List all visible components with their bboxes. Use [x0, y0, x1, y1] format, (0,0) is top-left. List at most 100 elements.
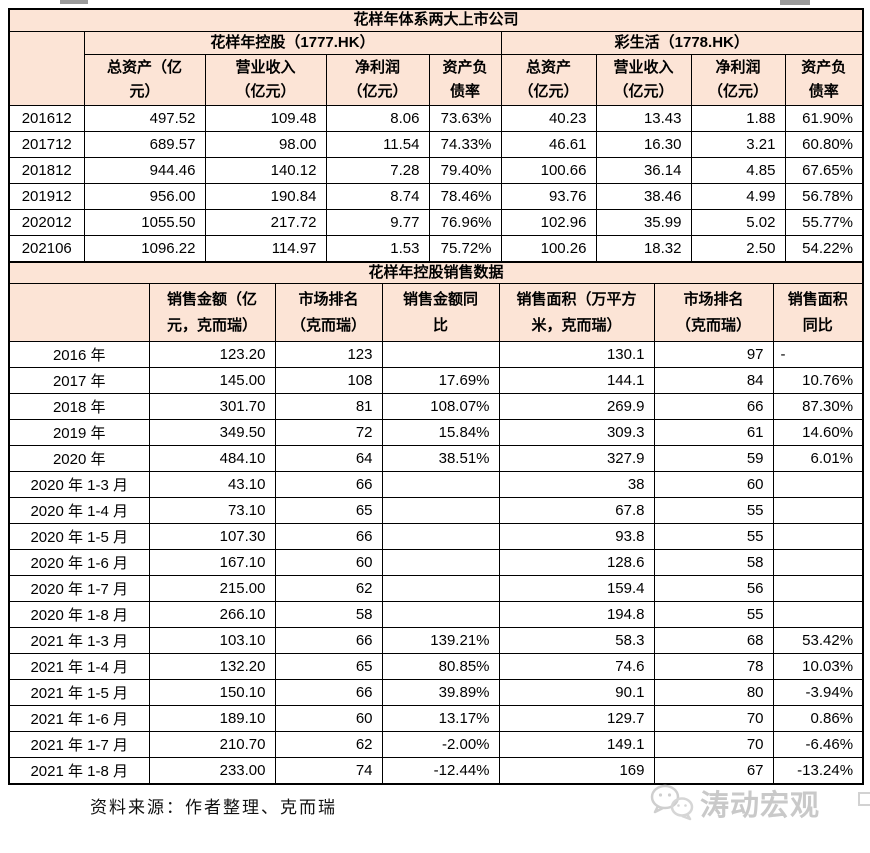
- value-cell: 144.1: [498, 367, 655, 394]
- table1-corner-cell: [8, 30, 85, 106]
- table-row: 2021 年 1-3 月 103.10 66 139.21% 58.3 68 53.42%: [8, 627, 864, 654]
- document-page: 花样年体系两大上市公司 花样年控股（1777.HK） 彩生活（1778.HK） …: [8, 8, 865, 818]
- value-cell: 210.70: [148, 731, 276, 758]
- value-cell: 60.80%: [784, 131, 864, 158]
- table1-company1-header: 花样年控股（1777.HK）: [83, 30, 502, 55]
- row-label-cell: 201712: [8, 131, 85, 158]
- table-row: 201712 689.57 98.00 11.54 74.33% 46.61 16.30 3.…: [8, 131, 864, 158]
- value-cell: 16.30: [595, 131, 692, 158]
- value-cell: 54.22%: [784, 235, 864, 262]
- table2-title: 花样年控股销售数据: [8, 261, 864, 284]
- value-cell: 60: [274, 549, 383, 576]
- value-cell: -13.24%: [772, 757, 864, 784]
- value-cell: 269.9: [498, 393, 655, 420]
- listed-companies-table: 花样年体系两大上市公司 花样年控股（1777.HK） 彩生活（1778.HK） …: [8, 8, 865, 263]
- table-row: 202106 1096.22 114.97 1.53 75.72% 100.26 18.32…: [8, 235, 864, 262]
- value-cell: 80.85%: [381, 653, 500, 680]
- row-label-cell: 2021 年 1-5 月: [8, 679, 150, 706]
- col-header-sales-amount-yoy: 销售金额同 比: [381, 283, 500, 342]
- value-cell: 38.46: [595, 183, 692, 210]
- value-cell: 13.17%: [381, 705, 500, 732]
- value-cell: 15.84%: [381, 419, 500, 446]
- value-cell: 55: [653, 523, 774, 550]
- value-cell: 66: [274, 679, 383, 706]
- col-header-revenue-1: 营业收入 （亿元）: [204, 54, 327, 106]
- table-row: 2020 年 1-3 月 43.10 66 38 60: [8, 471, 864, 498]
- value-cell: 108: [274, 367, 383, 394]
- value-cell: -12.44%: [381, 757, 500, 784]
- value-cell: 132.20: [148, 653, 276, 680]
- value-cell: [772, 497, 864, 524]
- value-cell: 11.54: [325, 131, 430, 158]
- value-cell: 956.00: [83, 183, 206, 210]
- table-row: 2016 年 123.20 123 130.1 97-: [8, 341, 864, 368]
- value-cell: 169: [498, 757, 655, 784]
- value-cell: 497.52: [83, 105, 206, 132]
- value-cell: -: [772, 341, 864, 368]
- value-cell: 215.00: [148, 575, 276, 602]
- value-cell: 233.00: [148, 757, 276, 784]
- row-label-cell: 2020 年 1-6 月: [8, 549, 150, 576]
- col-header-sales-amount: 销售金额（亿 元，克而瑞）: [148, 283, 276, 342]
- value-cell: 2.50: [690, 235, 786, 262]
- source-note: 资料来源：作者整理、克而瑞: [90, 797, 337, 817]
- value-cell: 62: [274, 731, 383, 758]
- table-row: 201812 944.46 140.12 7.28 79.40% 100.66 36.14 4…: [8, 157, 864, 184]
- table-row: 2019 年 349.50 72 15.84% 309.3 61 14.60%: [8, 419, 864, 446]
- value-cell: 6.01%: [772, 445, 864, 472]
- value-cell: 189.10: [148, 705, 276, 732]
- row-label-cell: 201812: [8, 157, 85, 184]
- value-cell: 75.72%: [428, 235, 502, 262]
- value-cell: 266.10: [148, 601, 276, 628]
- value-cell: 65: [274, 653, 383, 680]
- value-cell: 62: [274, 575, 383, 602]
- value-cell: 309.3: [498, 419, 655, 446]
- value-cell: 38.51%: [381, 445, 500, 472]
- table1-column-header-row: 总资产（亿 元） 营业收入 （亿元） 净利润 （亿元） 资产负 债率 总资产 （…: [9, 54, 864, 106]
- value-cell: [772, 549, 864, 576]
- row-label-cell: 2021 年 1-6 月: [8, 705, 150, 732]
- value-cell: 301.70: [148, 393, 276, 420]
- value-cell: 93.76: [500, 183, 597, 210]
- row-label-cell: 2020 年 1-8 月: [8, 601, 150, 628]
- value-cell: 73.63%: [428, 105, 502, 132]
- row-label-cell: 202106: [8, 235, 85, 262]
- value-cell: 1055.50: [83, 209, 206, 236]
- row-label-cell: 2018 年: [8, 393, 150, 420]
- value-cell: 0.86%: [772, 705, 864, 732]
- value-cell: 128.6: [498, 549, 655, 576]
- value-cell: 55.77%: [784, 209, 864, 236]
- top-edge-artifact-left: [60, 0, 88, 4]
- value-cell: 65: [274, 497, 383, 524]
- value-cell: 93.8: [498, 523, 655, 550]
- table1-title: 花样年体系两大上市公司: [8, 8, 864, 32]
- value-cell: 217.72: [204, 209, 327, 236]
- value-cell: 56: [653, 575, 774, 602]
- col-header-net-profit-1: 净利润 （亿元）: [325, 54, 430, 106]
- value-cell: 7.28: [325, 157, 430, 184]
- value-cell: 60: [653, 471, 774, 498]
- table-row: 2021 年 1-6 月 189.10 60 13.17% 129.7 70 0.86%: [8, 705, 864, 732]
- value-cell: 8.06: [325, 105, 430, 132]
- row-label-cell: 2020 年 1-4 月: [8, 497, 150, 524]
- value-cell: 70: [653, 705, 774, 732]
- value-cell: 1.53: [325, 235, 430, 262]
- value-cell: 74: [274, 757, 383, 784]
- table-row: 2020 年 1-5 月 107.30 66 93.8 55: [8, 523, 864, 550]
- value-cell: 689.57: [83, 131, 206, 158]
- value-cell: 74.6: [498, 653, 655, 680]
- row-label-cell: 2020 年: [8, 445, 150, 472]
- table-row: 2021 年 1-5 月 150.10 66 39.89% 90.1 80 -3.94%: [8, 679, 864, 706]
- value-cell: 53.42%: [772, 627, 864, 654]
- row-label-cell: 2020 年 1-3 月: [8, 471, 150, 498]
- value-cell: 46.61: [500, 131, 597, 158]
- value-cell: 79.40%: [428, 157, 502, 184]
- table2-column-header-row: 销售金额（亿 元，克而瑞） 市场排名 （克而瑞） 销售金额同 比 销售面积（万平…: [8, 283, 864, 342]
- table1-title-row: 花样年体系两大上市公司: [8, 8, 864, 32]
- value-cell: 72: [274, 419, 383, 446]
- table-row: 201612 497.52 109.48 8.06 73.63% 40.23 13.43 1.…: [8, 105, 864, 132]
- value-cell: [381, 601, 500, 628]
- value-cell: 64: [274, 445, 383, 472]
- value-cell: 55: [653, 601, 774, 628]
- value-cell: [381, 341, 500, 368]
